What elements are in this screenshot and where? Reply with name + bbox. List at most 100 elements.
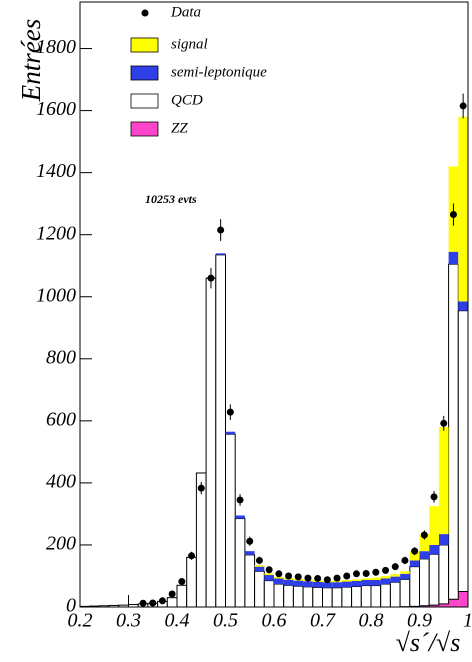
histogram-bar [438,427,449,535]
histogram-bar [380,575,391,579]
histogram-bar [371,580,381,586]
histogram-bar [283,584,294,608]
x-tick-label: 0.4 [165,610,190,632]
data-point [168,590,176,598]
histogram-bar [254,570,265,608]
histogram-bar [400,573,410,580]
data-point [352,570,360,578]
histogram-bar [332,582,342,588]
y-tick-label: 1800 [36,36,76,58]
data-point [275,570,283,578]
histogram-bar [458,591,468,607]
histogram-bar [264,575,274,581]
histogram-bar [409,560,420,567]
data-point [333,574,341,582]
histogram-bar [419,558,430,607]
histogram-bar [283,579,294,586]
histogram-bar [322,582,333,588]
data-point [178,578,186,586]
histogram-bar [371,577,381,581]
histogram-bar [225,431,236,435]
histogram-bar [303,581,313,587]
histogram-bar [302,586,314,608]
data-point [362,569,370,577]
x-axis-label: √s´/√s [396,628,461,657]
histogram-bar [429,506,439,545]
data-point [430,493,438,501]
data-point [226,408,234,416]
legend-label: semi-leptonique [171,64,267,80]
histogram-bar [419,551,430,559]
histogram-bar [331,587,343,608]
data-point [158,597,166,605]
data-point [401,556,409,564]
y-tick-label: 400 [46,470,76,492]
histogram-bar [457,310,469,592]
histogram-bar [429,605,439,607]
histogram-bar [176,584,188,608]
histogram-bar [322,587,333,608]
histogram-bar [438,534,449,545]
histogram-bar [360,585,372,608]
data-point [294,573,302,581]
data-point [265,566,273,574]
data-point [188,552,196,560]
data-point [236,496,244,504]
data-point [246,537,254,545]
histogram-bar [419,605,430,607]
histogram-bar [380,583,391,608]
data-point [217,226,225,234]
y-tick-label: 1600 [36,98,76,120]
y-tick-label: 1000 [36,284,76,306]
y-tick-label: 0 [66,595,76,617]
histogram-bar [399,578,411,608]
annotation: 10253 evts [145,192,197,206]
histogram-bar [429,544,439,555]
histogram-bar [351,586,362,608]
legend-swatch [130,65,159,81]
histogram-bar [419,534,430,552]
data-point [420,531,428,539]
x-tick-label: 0.2 [68,610,93,632]
histogram-bar [341,586,353,608]
data-point [139,599,147,607]
histogram-bar [235,515,245,519]
histogram-bar [264,573,274,576]
histogram-bar [409,566,420,607]
legend-label: Data [170,4,201,20]
histogram-bar [390,576,401,583]
histogram-bar [370,585,382,608]
legend-label: QCD [171,92,203,108]
data-point [440,419,448,427]
histogram-bar [293,580,304,587]
histogram-bar [263,580,275,608]
data-point [314,574,322,582]
histogram-bar [225,433,236,608]
y-tick-label: 800 [46,346,76,368]
data-point [285,572,293,580]
histogram-bar [254,566,265,572]
data-point [323,576,331,584]
plot-frame [79,1,469,608]
legend-label: signal [171,36,208,52]
data-point [207,274,215,282]
histogram-bar [361,580,371,586]
x-tick-label: 0.3 [116,610,141,632]
histogram-bar [186,556,197,608]
y-tick-label: 1200 [36,222,76,244]
y-tick-label: 600 [46,408,76,430]
histogram-bar [458,116,468,302]
data-point [382,566,390,574]
legend-marker [141,9,149,17]
histogram-bar [438,603,449,607]
histogram-bar [448,251,459,265]
histogram-bar [341,581,352,588]
data-point [411,547,419,555]
histogram-bar [166,597,178,608]
histogram-bar [312,586,323,608]
histogram-bar [448,263,459,600]
histogram-bar [234,518,246,608]
histogram-bar [205,277,217,608]
data-point [255,556,263,564]
